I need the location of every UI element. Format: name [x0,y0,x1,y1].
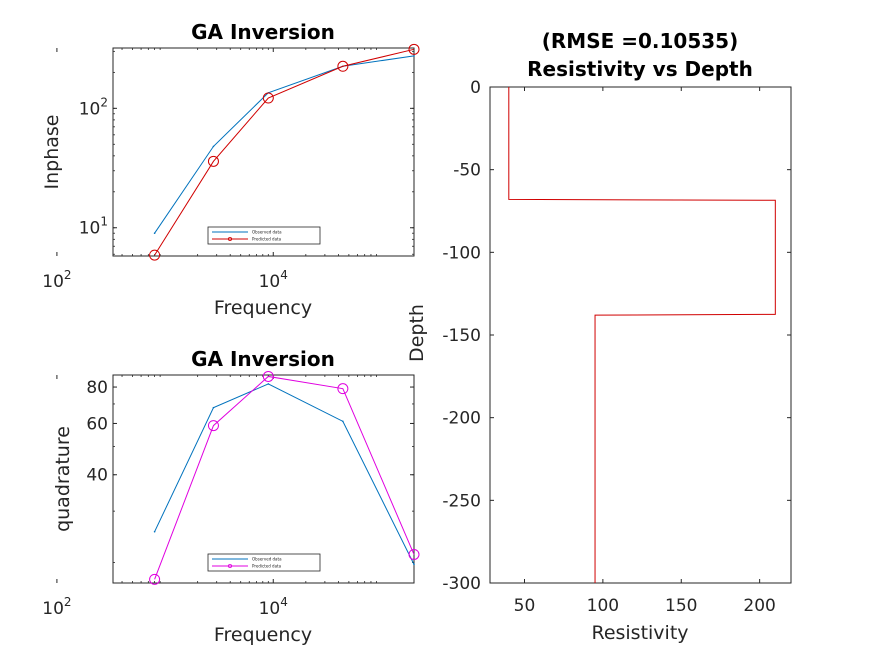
resistivity-title-line1: (RMSE =0.10535) [542,29,738,53]
inphase-xtick-base: 10 [42,272,64,292]
inphase-legend: Observed data Predicted data [207,226,321,245]
quadrature-observed-point [342,420,344,423]
quadrature-xtick-label: 104 [259,595,288,619]
inphase-xtick-exp: 2 [64,268,72,282]
quadrature-ylabel: quadrature [52,426,74,532]
quadrature-xtick-exp: 4 [280,595,288,609]
quadrature-predicted-point [149,573,161,585]
inphase-legend-predicted-marker [227,236,232,241]
resistivity-xtick-label: 100 [587,596,619,616]
quadrature-predicted-point [408,548,420,560]
inphase-xtick-label: 102 [42,268,71,292]
inphase-ytick-label: 101 [79,215,108,239]
inphase-xtick-exp: 4 [280,268,288,282]
quadrature-ytick-label: 80 [86,378,108,398]
inphase-ylabel: Inphase [41,115,63,190]
inphase-series [149,43,420,261]
resistivity-axes-box [489,86,792,584]
inphase-ytick-exp: 2 [100,95,108,109]
inphase-xlabel: Frequency [214,297,312,319]
quadrature-predicted-point [262,370,274,382]
quadrature-axes-box [112,374,415,584]
quadrature-ytick-label: 60 [86,414,108,434]
inphase-title: GA Inversion [191,20,335,44]
quadrature-legend-box [207,553,321,572]
inphase-legend-observed-label: Observed data [252,230,282,235]
resistivity-ytick-label: -200 [442,409,481,429]
quadrature-predicted-point [337,383,349,395]
quadrature-xtick-label: 102 [42,595,71,619]
inphase-legend-box [207,226,321,245]
resistivity-plot: (RMSE =0.10535) Resistivity vs Depth 50 1… [406,29,792,644]
inphase-xtick-base: 10 [259,272,281,292]
inphase-predicted-point [337,60,349,72]
resistivity-ylabel: Depth [406,304,428,362]
quadrature-xtick-exp: 2 [64,595,72,609]
resistivity-series [508,87,776,583]
quadrature-xtick-base: 10 [259,599,281,619]
inphase-predicted-point [408,43,420,55]
inphase-axes-box [112,47,415,257]
resistivity-xtick-label: 50 [514,596,536,616]
inphase-legend-predicted-label: Predicted data [252,237,282,242]
quadrature-legend-observed-label: Observed data [252,557,282,562]
quadrature-title: GA Inversion [191,347,335,371]
resistivity-ytick-label: -150 [442,326,481,346]
resistivity-xtick-label: 150 [665,596,697,616]
resistivity-ytick-label: 0 [470,78,481,98]
resistivity-ytick-label: -50 [453,161,481,181]
inphase-predicted-point [149,249,161,261]
quadrature-series [149,370,420,585]
quadrature-legend-predicted-label: Predicted data [252,564,282,569]
inphase-predicted-point [262,92,274,104]
quadrature-predicted-point [207,420,219,432]
resistivity-model-line [508,87,776,583]
inphase-observed-point [212,145,215,148]
inphase-ytick-base: 10 [79,99,101,119]
inphase-observed-point [413,55,415,57]
inphase-predicted-point [207,155,219,167]
resistivity-ytick-label: -250 [442,491,481,511]
inphase-ytick-base: 10 [79,219,101,239]
quadrature-observed-point [267,383,270,385]
resistivity-ytick-label: -300 [442,574,481,594]
quadrature-xtick-base: 10 [42,599,64,619]
quadrature-observed-point [212,406,215,409]
resistivity-ticks: 50 100 150 200 0 -50 -100 -150 -200 -250 -300 [442,78,791,616]
resistivity-xlabel: Resistivity [591,622,688,644]
inphase-observed-point [153,232,156,235]
resistivity-ytick-label: -100 [442,243,481,263]
resistivity-title-line2: Resistivity vs Depth [527,57,753,81]
inphase-ytick-label: 102 [79,95,108,119]
quadrature-legend-predicted-marker [227,564,232,569]
quadrature-legend: Observed data Predicted data [207,553,321,572]
inphase-xtick-label: 104 [259,268,288,292]
resistivity-xtick-label: 200 [743,596,775,616]
quadrature-xlabel: Frequency [214,624,312,646]
quadrature-series-predicted-line [154,375,415,580]
inphase-ytick-exp: 1 [100,215,108,229]
quadrature-ytick-label: 40 [86,466,108,486]
quadrature-observed-point [413,563,415,566]
quadrature-observed-point [153,530,156,533]
inphase-series-predicted-line [154,48,415,256]
